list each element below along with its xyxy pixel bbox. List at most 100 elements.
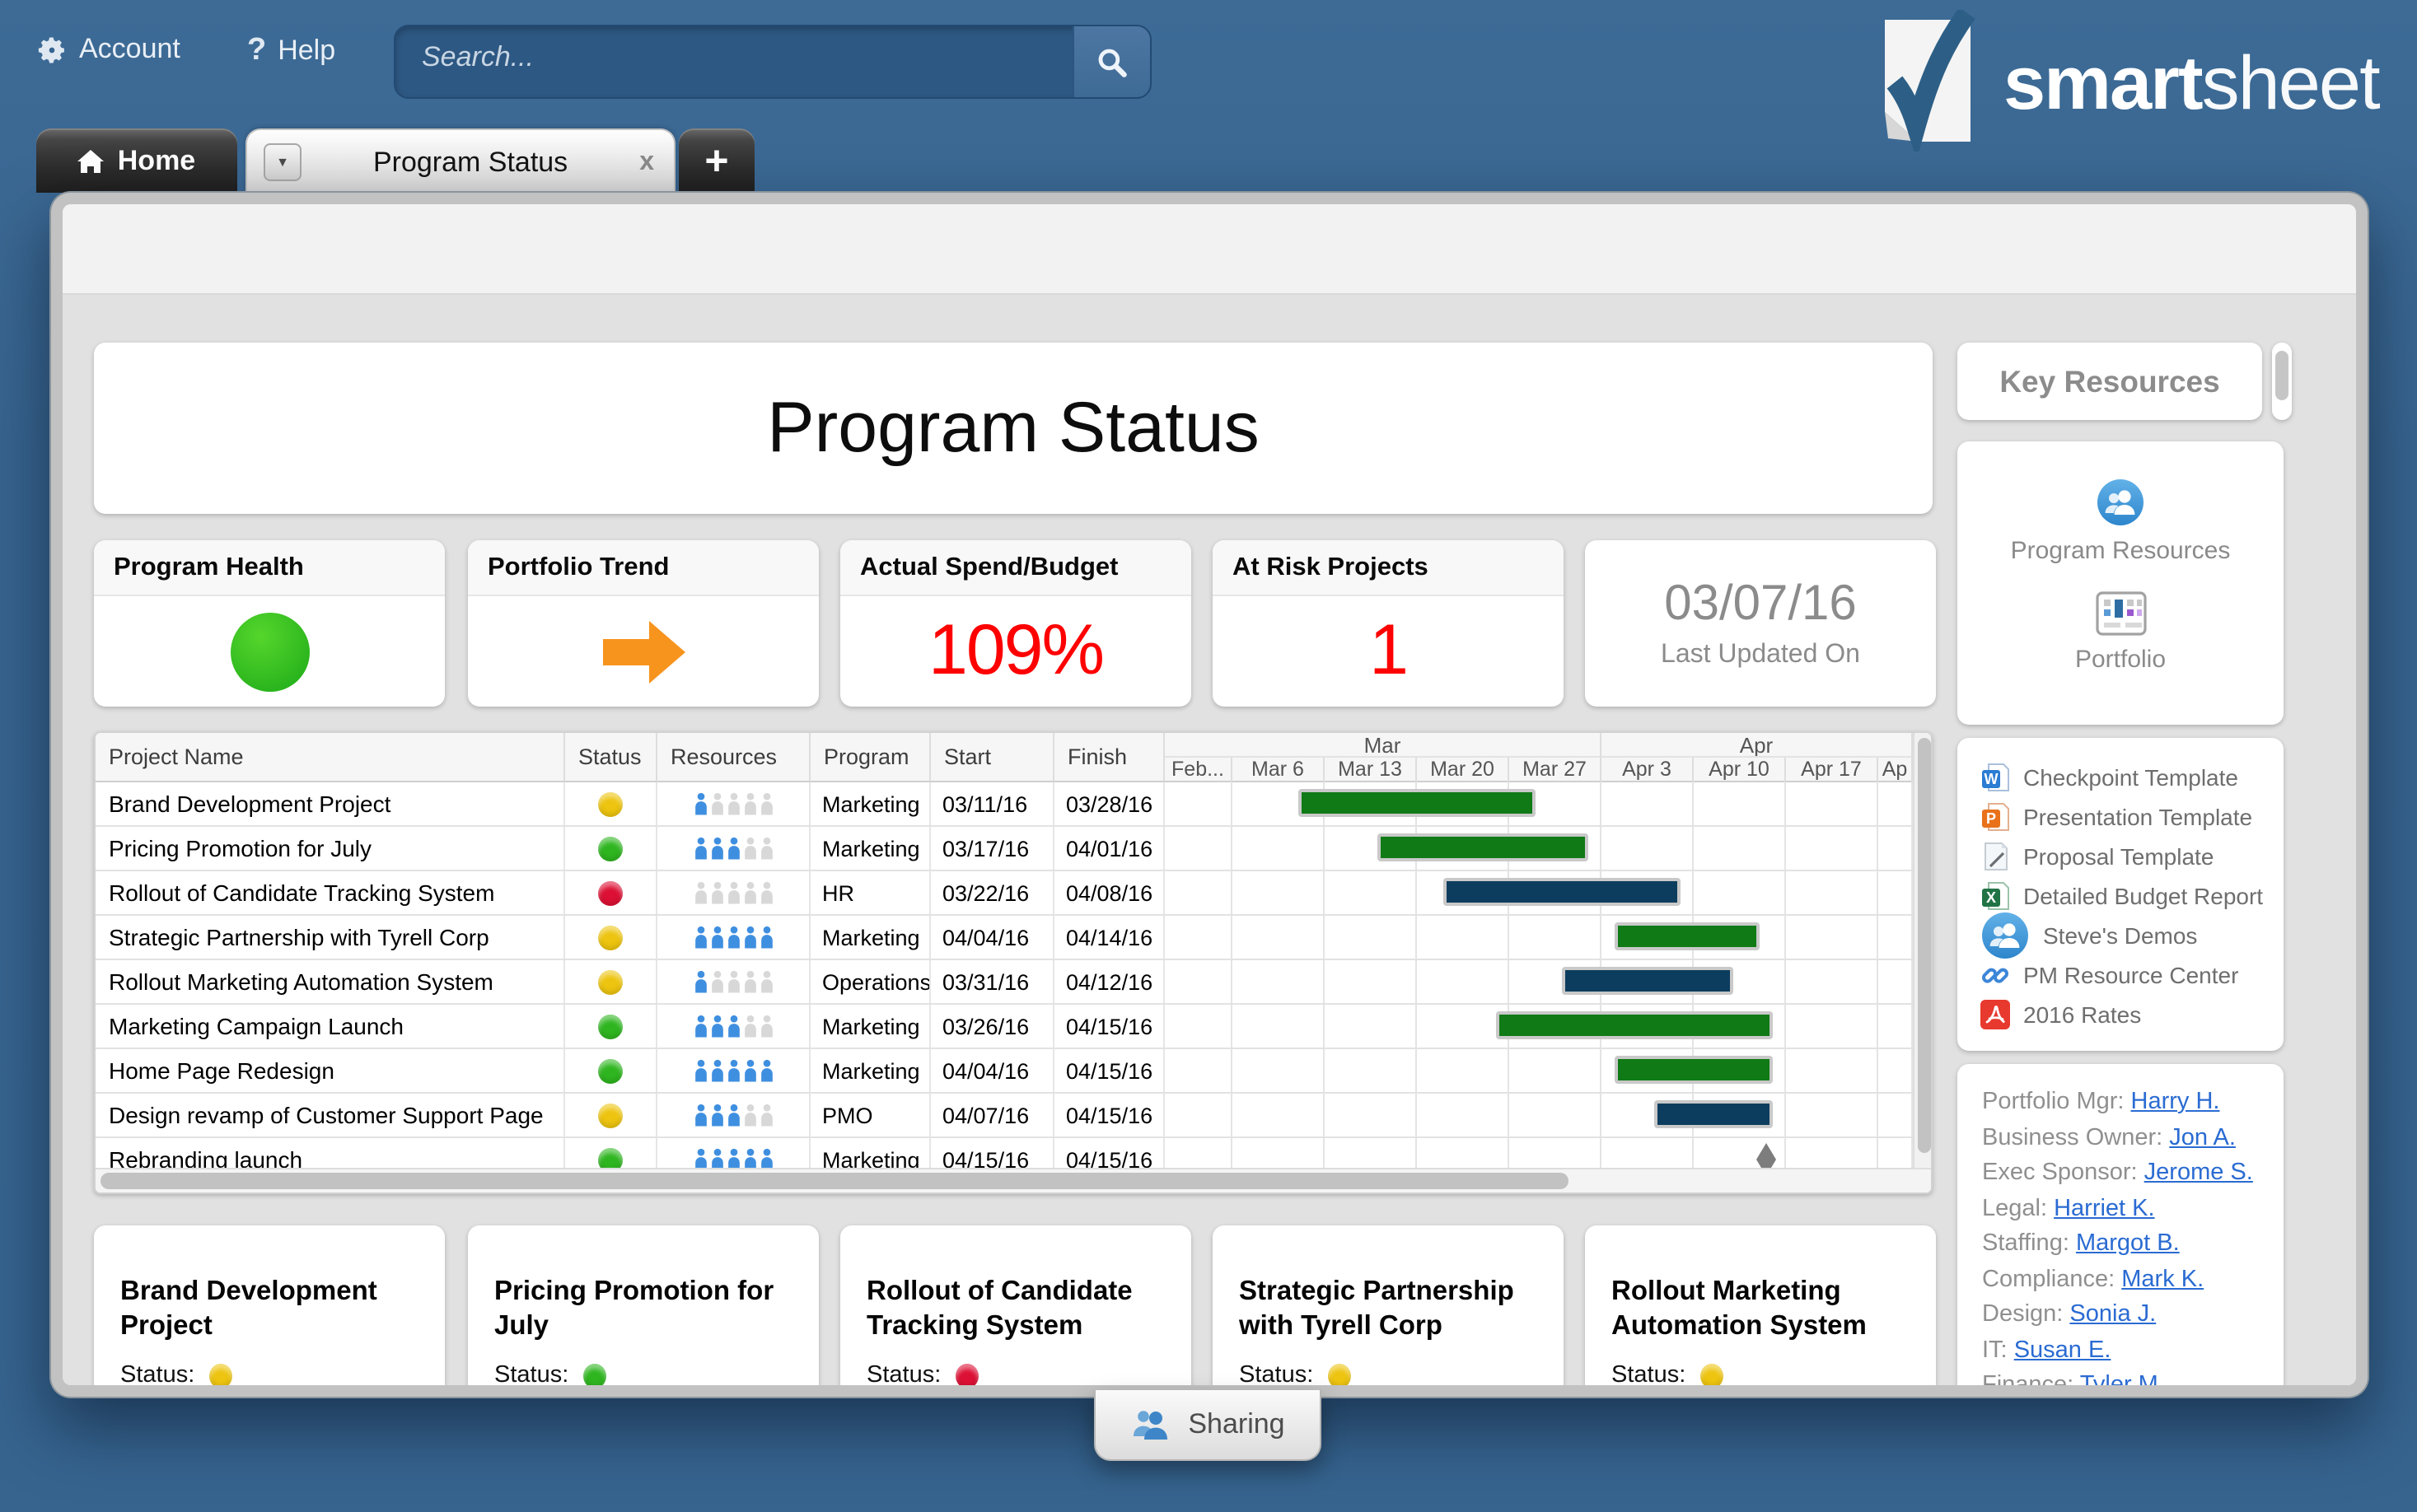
- gantt-row: [1165, 1094, 1913, 1136]
- sidebar-scrollbar[interactable]: [2272, 343, 2292, 420]
- metric-actual-spend: Actual Spend/Budget 109%: [840, 540, 1191, 707]
- gantt-gridline: [1694, 916, 1786, 959]
- search-box[interactable]: Search...: [394, 25, 1152, 99]
- gantt-gridline: [1786, 1138, 1878, 1181]
- sharing-button[interactable]: Sharing: [1094, 1390, 1321, 1461]
- sidebar-link-label[interactable]: 2016 Rates: [2023, 1001, 2142, 1028]
- scrollbar-thumb[interactable]: [1918, 738, 1931, 1153]
- new-tab-button[interactable]: +: [679, 128, 755, 193]
- status-label: Status:: [120, 1362, 195, 1385]
- sidebar-shortcuts-card: Program Resources Portfolio: [1957, 441, 2284, 725]
- gantt-gridline: [1509, 782, 1601, 825]
- contact-name-link[interactable]: Mark K.: [2121, 1266, 2204, 1292]
- project-summary-card: Pricing Promotion for July Status:: [468, 1225, 819, 1385]
- sharing-label: Sharing: [1188, 1408, 1285, 1440]
- table-row[interactable]: Brand Development Project Marketing 03/11/…: [96, 782, 1913, 827]
- table-row[interactable]: Rollout Marketing Automation System Opera…: [96, 960, 1913, 1005]
- last-updated-date: 03/07/16: [1664, 576, 1857, 631]
- sidebar-link[interactable]: PM Resource Center: [1980, 955, 2284, 995]
- dashboard-content: Program Status Program Health Portfolio …: [63, 295, 2356, 1385]
- help-menu[interactable]: ? Help: [247, 33, 335, 69]
- contact-name-link[interactable]: Harriet K.: [2054, 1195, 2155, 1221]
- sidebar-link-label[interactable]: Checkpoint Template: [2023, 764, 2238, 791]
- sidebar-link[interactable]: Steve's Demos: [1980, 912, 2284, 959]
- sidebar-link-label[interactable]: Detailed Budget Report: [2023, 883, 2264, 909]
- status-dot: [1700, 1363, 1724, 1385]
- gantt-gridline: [1878, 960, 1913, 1003]
- tab-home[interactable]: Home: [36, 128, 237, 193]
- table-row[interactable]: Rollout of Candidate Tracking System HR 03…: [96, 871, 1913, 916]
- scrollbar-thumb[interactable]: [2275, 351, 2288, 400]
- sidebar-contacts-card: Portfolio Mgr: Harry H. Business Owner: J…: [1957, 1064, 2284, 1385]
- portfolio-grid-icon[interactable]: [2095, 590, 2146, 635]
- gantt-gridline: [1232, 1049, 1325, 1092]
- shortcut-label[interactable]: Portfolio: [2074, 645, 2167, 673]
- gantt-vertical-scrollbar[interactable]: [1913, 733, 1931, 1168]
- gantt-bar: [1443, 878, 1681, 906]
- gantt-gridline: [1232, 1005, 1325, 1048]
- table-row[interactable]: Strategic Partnership with Tyrell Corp Ma…: [96, 916, 1913, 960]
- sidebar-link[interactable]: P Presentation Template: [1980, 797, 2284, 837]
- table-row[interactable]: Design revamp of Customer Support Page PM…: [96, 1094, 1913, 1138]
- gantt-gridline: [1694, 827, 1786, 870]
- gantt-gridline: [1786, 916, 1878, 959]
- tab-dropdown-button[interactable]: ▼: [264, 143, 302, 181]
- sidebar-link[interactable]: W Checkpoint Template: [1980, 758, 2284, 797]
- program-cell: Marketing: [811, 1049, 931, 1092]
- sidebar-link-label[interactable]: PM Resource Center: [2023, 962, 2239, 988]
- sidebar-link-label[interactable]: Presentation Template: [2023, 804, 2253, 830]
- sidebar-link[interactable]: X Detailed Budget Report: [1980, 876, 2284, 916]
- contact-name-link[interactable]: Harry H.: [2130, 1089, 2220, 1115]
- gantt-gridline: [1878, 782, 1913, 825]
- finish-date-cell: 04/12/16: [1054, 960, 1165, 1003]
- project-name-cell: Marketing Campaign Launch: [96, 1005, 565, 1048]
- status-dot: [598, 1058, 623, 1083]
- table-row[interactable]: Pricing Promotion for July Marketing 03/17…: [96, 827, 1913, 871]
- tab-program-status-label: Program Status: [372, 146, 568, 177]
- table-horizontal-scrollbar[interactable]: [96, 1168, 1931, 1192]
- gantt-gridline: [1694, 1005, 1786, 1048]
- contact-name-link[interactable]: Tyler M.: [2079, 1372, 2165, 1385]
- finish-date-cell: 04/15/16: [1054, 1005, 1165, 1048]
- search-button[interactable]: [1073, 26, 1150, 97]
- finish-date-cell: 04/01/16: [1054, 827, 1165, 870]
- account-menu[interactable]: Account: [36, 33, 180, 66]
- project-name-cell: Rollout of Candidate Tracking System: [96, 871, 565, 914]
- gantt-week-label: Ap: [1878, 758, 1913, 782]
- program-cell: PMO: [811, 1094, 931, 1136]
- contact-name-link[interactable]: Sonia J.: [2069, 1301, 2157, 1328]
- sidebar-link[interactable]: 2016 Rates: [1980, 995, 2284, 1034]
- contact-name-link[interactable]: Jerome S.: [2144, 1160, 2253, 1186]
- gantt-week-label: Apr 10: [1694, 758, 1786, 782]
- project-summary-card: Rollout Marketing Automation System Statu…: [1585, 1225, 1936, 1385]
- table-header-row: Project Name Status Resources Program Start F…: [96, 733, 1165, 782]
- scrollbar-thumb[interactable]: [101, 1173, 1569, 1189]
- table-row[interactable]: Home Page Redesign Marketing 04/04/16 04/15…: [96, 1049, 1913, 1094]
- status-label: Status:: [494, 1362, 569, 1385]
- contact-name-link[interactable]: Jon A.: [2169, 1124, 2236, 1150]
- tab-program-status[interactable]: ▼ Program Status x: [245, 128, 676, 194]
- start-date-cell: 03/11/16: [931, 782, 1054, 825]
- gantt-gridline: [1417, 1094, 1509, 1136]
- sidebar-link-label[interactable]: Steve's Demos: [2043, 922, 2198, 949]
- gantt-gridline: [1509, 827, 1601, 870]
- gantt-gridline: [1325, 916, 1417, 959]
- status-dot: [598, 791, 623, 816]
- sidebar-link[interactable]: Proposal Template: [1980, 837, 2284, 876]
- gantt-row: [1165, 1049, 1913, 1092]
- contact-name-link[interactable]: Susan E.: [2013, 1337, 2111, 1363]
- table-row[interactable]: Marketing Campaign Launch Marketing 03/26/…: [96, 1005, 1913, 1049]
- people-circle-icon[interactable]: [2096, 477, 2145, 526]
- shortcut-label[interactable]: Program Resources: [2010, 536, 2231, 564]
- search-input[interactable]: Search...: [422, 41, 535, 72]
- gantt-gridline: [1878, 871, 1913, 914]
- column-header-start: Start: [931, 733, 1054, 782]
- status-dot: [598, 836, 623, 861]
- program-cell: Marketing: [811, 782, 931, 825]
- tab-close-icon[interactable]: x: [639, 147, 654, 175]
- gantt-gridline: [1165, 1005, 1232, 1048]
- gantt-gridline: [1165, 916, 1232, 959]
- sidebar-link-label[interactable]: Proposal Template: [2023, 843, 2214, 870]
- powerpoint-icon: P: [1980, 802, 2010, 832]
- contact-name-link[interactable]: Margot B.: [2075, 1230, 2180, 1257]
